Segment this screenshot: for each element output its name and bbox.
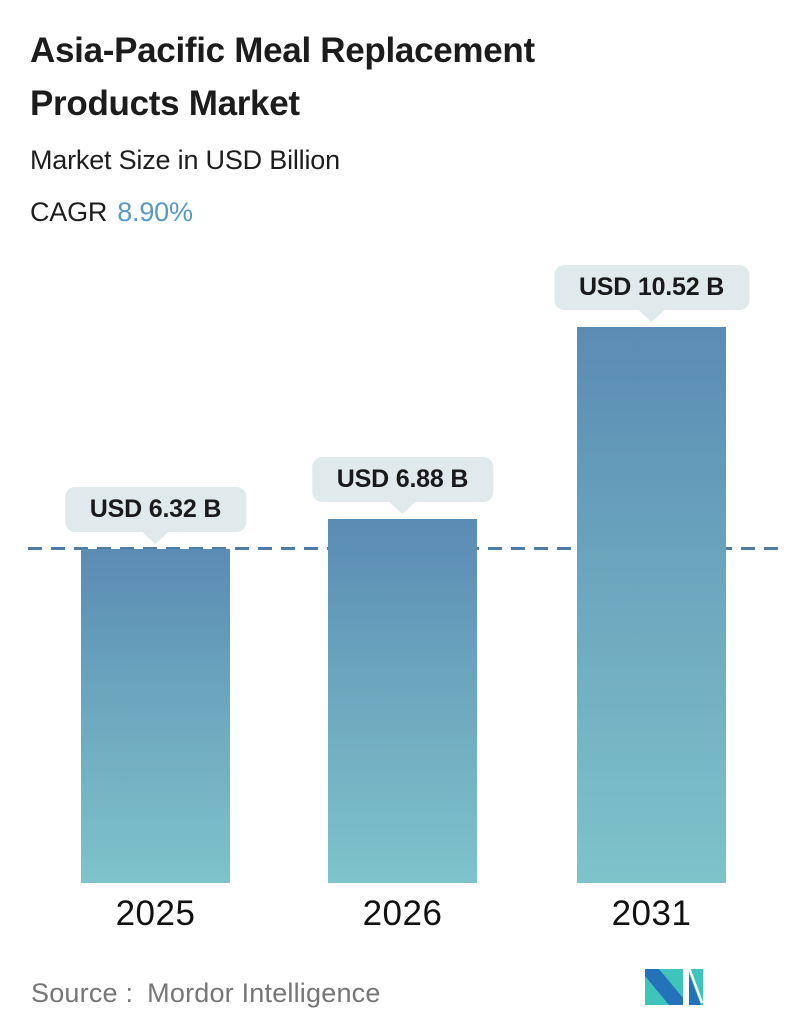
bar-2026 <box>328 519 477 883</box>
source-label: Source : <box>31 978 134 1008</box>
x-axis-label-2026: 2026 <box>362 894 443 933</box>
cagr-row: CAGR 8.90% <box>30 197 766 228</box>
bar-group-2025: USD 6.32 B 2025 <box>64 250 247 933</box>
logo-left-blue-band <box>645 969 683 1005</box>
bar-2025 <box>81 549 230 883</box>
source-value: Mordor Intelligence <box>147 978 381 1008</box>
cagr-value: 8.90% <box>117 197 193 227</box>
bar-group-2026: USD 6.88 B 2026 <box>311 250 494 933</box>
chart-subtitle: Market Size in USD Billion <box>30 145 340 175</box>
logo-right-white-diagonal <box>688 969 703 1004</box>
bar-chart: USD 6.32 B 2025 USD 6.88 B 2026 USD 10.5… <box>0 250 796 933</box>
source-attribution: Source : Mordor Intelligence <box>31 978 381 1009</box>
value-bubble: USD 10.52 B <box>553 265 750 310</box>
value-bubble: USD 6.88 B <box>311 457 494 502</box>
bar-group-2031: USD 10.52 B 2031 <box>553 250 750 933</box>
chart-header: Asia-Pacific Meal Replacement Products M… <box>30 24 766 228</box>
chart-title: Asia-Pacific Meal Replacement Products M… <box>30 31 535 123</box>
x-axis-label-2031: 2031 <box>611 894 692 933</box>
mordor-intelligence-logo <box>645 969 703 1005</box>
cagr-label: CAGR <box>30 197 108 227</box>
x-axis-label-2025: 2025 <box>115 894 196 933</box>
logo-right-blue-triangle <box>689 974 701 1005</box>
value-bubble: USD 6.32 B <box>64 487 247 532</box>
bar-2031 <box>577 327 726 883</box>
